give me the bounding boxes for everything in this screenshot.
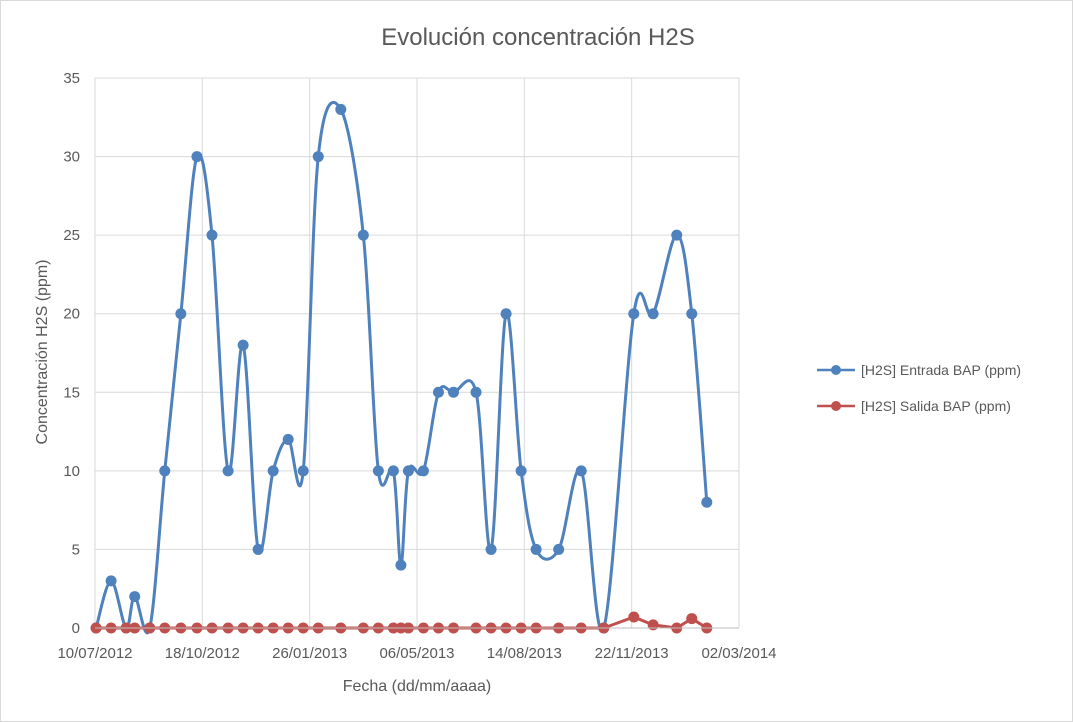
data-point [575,465,587,477]
x-tick-label: 06/05/2013 [379,645,454,662]
data-point [159,465,171,477]
data-point [530,543,542,555]
chart-title: Evolución concentración H2S [381,24,695,51]
data-point [686,308,698,320]
y-tick-label: 10 [63,463,80,480]
y-axis-title: Concentración H2S (ppm) [34,260,51,445]
data-point [647,308,659,320]
data-point [628,308,640,320]
data-point [417,465,429,477]
data-point [701,496,713,508]
data-point [191,151,203,163]
data-point [267,465,279,477]
data-point [515,465,527,477]
x-tick-label: 26/01/2013 [272,645,347,662]
data-point [553,543,565,555]
x-tick-label: 02/03/2014 [701,645,776,662]
data-point [432,386,444,398]
gridlines [94,77,740,629]
x-tick-label: 22/11/2013 [595,645,669,662]
y-tick-label: 5 [72,541,80,558]
y-tick-label: 0 [72,620,80,637]
y-tick-label: 30 [63,149,80,166]
legend-entry-salida: [H2S] Salida BAP (ppm) [817,398,1011,414]
y-tick-label: 35 [63,70,80,87]
legend-marker-salida [831,401,841,411]
data-point [647,619,659,631]
data-point [335,103,347,115]
data-point [500,308,512,320]
y-tick-label: 20 [63,306,80,323]
legend-label-entrada: [H2S] Entrada BAP (ppm) [861,362,1021,378]
series-line-0 [94,100,709,634]
data-point [395,559,407,571]
legend-label-salida: [H2S] Salida BAP (ppm) [861,398,1011,414]
data-point [470,386,482,398]
data-point [175,308,187,320]
y-tick-label: 25 [63,227,80,244]
x-tick-label: 10/07/2012 [57,645,132,662]
x-tick-label: 18/10/2012 [165,645,240,662]
data-point [206,229,218,241]
legend-marker-entrada [831,365,841,375]
data-point [237,339,249,351]
x-tick-label: 14/08/2013 [487,645,562,662]
data-point [402,465,414,477]
data-point [297,465,309,477]
y-tick-label: 15 [63,384,80,401]
data-point [671,229,683,241]
data-point [485,543,497,555]
data-point [105,575,117,587]
data-point [282,433,294,445]
data-point [387,465,399,477]
series-layer [90,100,713,634]
legend-entry-entrada: [H2S] Entrada BAP (ppm) [817,362,1021,378]
data-point [628,611,640,623]
axis-layer: 0 5 10 15 20 25 30 35 10/07/2012 18/10/2012 26/01/… [57,70,776,662]
data-point [357,229,369,241]
x-axis-title: Fecha (dd/mm/aaaa) [343,678,492,695]
data-point [686,613,698,625]
legend: [H2S] Entrada BAP (ppm) [H2S] Salida BAP… [817,362,1021,414]
data-point [129,591,141,603]
data-point [252,543,264,555]
data-point [447,386,459,398]
data-point [372,465,384,477]
data-point [312,151,324,163]
data-point [222,465,234,477]
